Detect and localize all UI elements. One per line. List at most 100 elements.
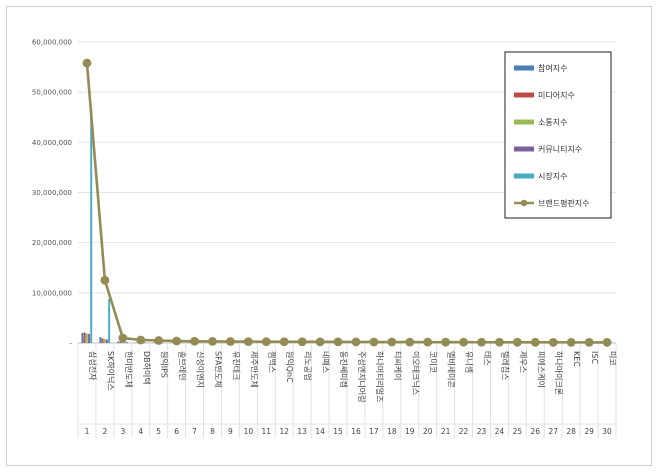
point-브랜드평판지수-유니셈 [459, 337, 468, 347]
bar-소통지수-SK하이닉스 [103, 338, 106, 343]
point-브랜드평판지수-제우스 [512, 337, 522, 347]
y-tick-label: 30,000,000 [32, 189, 72, 197]
category-label: ISC [590, 351, 599, 364]
rank-label: 8 [210, 427, 215, 436]
legend-swatch [514, 92, 534, 98]
line-series [82, 58, 612, 347]
category-label: 제우스 [518, 351, 527, 373]
point-브랜드평판지수-KEC [566, 337, 576, 347]
legend-label: 참여지수 [538, 63, 567, 73]
category-label: 하나머티리얼즈 [375, 351, 385, 403]
category-label: 이오테크닉스 [411, 351, 421, 395]
category-label: 네패스 [321, 351, 331, 373]
point-브랜드평판지수-텔레칩스 [495, 337, 504, 347]
legend-label: 미디어지수 [538, 90, 575, 100]
category-label: 원익IPS [160, 351, 170, 378]
point-브랜드평판지수-원익IPS [154, 336, 164, 345]
legend-swatch [514, 146, 534, 152]
rank-label: 21 [441, 427, 451, 436]
point-브랜드평판지수-한미반도체 [118, 333, 128, 343]
bar-참여지수-SK하이닉스 [99, 336, 102, 343]
category-label: 티씨케이 [393, 351, 403, 380]
legend-label: 소통지수 [538, 118, 567, 127]
bar-시장지수-원익IPS [162, 342, 164, 343]
y-axis-ticks: - 10,000,000 20,000,000 30,000,000 40,000,00… [32, 39, 73, 348]
point-브랜드평판지수-DB하이텍 [136, 335, 146, 345]
x-axis-labels: 삼성전자 1 SK하이닉스 2 한미반도체 3 DB하이텍 4 원익IPS 5 솔브레인 6 신성이엔지… [85, 351, 617, 436]
category-label: DB하이텍 [142, 351, 152, 385]
bar-시장지수-솔브레인 [179, 342, 182, 343]
bar-미디어지수-SK하이닉스 [101, 338, 104, 343]
category-label: 유니셈 [465, 351, 475, 373]
bar-시장지수-DB하이텍 [144, 342, 146, 343]
y-tick-label: 60,000,000 [32, 39, 72, 47]
bar-미디어지수-삼성전자 [83, 332, 86, 343]
legend-marker [520, 199, 528, 207]
point-브랜드평판지수-ISC [584, 337, 594, 347]
rank-label: 27 [548, 427, 558, 436]
rank-label: 29 [584, 427, 594, 436]
bar-시장지수-삼성전자 [90, 107, 93, 343]
legend-label: 커뮤니티지수 [538, 144, 582, 154]
point-브랜드평판지수-삼성전자 [82, 58, 92, 68]
rank-label: 5 [156, 427, 161, 436]
bar-참여지수-SFA반도체 [207, 342, 209, 343]
rank-label: 23 [477, 427, 487, 436]
legend-swatch [514, 65, 534, 71]
bar-참여지수-한미반도체 [117, 341, 120, 343]
category-label: 원익QnC [285, 351, 295, 383]
rank-label: 6 [174, 427, 179, 436]
point-브랜드평판지수-엘비세미콘 [441, 337, 451, 347]
y-tick-label: 40,000,000 [32, 139, 72, 147]
bar-미디어지수-한미반도체 [119, 341, 122, 343]
rank-label: 16 [351, 427, 361, 436]
rank-label: 15 [333, 427, 343, 436]
bar-참여지수-삼성전자 [81, 332, 84, 343]
bar-소통지수-한미반도체 [121, 341, 124, 343]
category-label: 코미코 [429, 351, 438, 373]
category-label: 솔브레인 [178, 351, 188, 380]
rank-label: 18 [387, 427, 397, 436]
category-label: 동진쎄미켐 [339, 351, 349, 388]
point-브랜드평판지수-솔브레인 [172, 336, 182, 346]
bar-참여지수-원익IPS [153, 342, 156, 343]
y-tick-label: - [69, 340, 72, 348]
point-브랜드평판지수-피에스케이 [530, 337, 540, 347]
point-브랜드평판지수-이오테크닉스 [405, 337, 415, 347]
rank-label: 11 [262, 427, 272, 436]
category-label: 엘비세미콘 [447, 351, 457, 388]
category-label: 유진테크 [231, 351, 241, 380]
bar-커뮤니티지수-한미반도체 [123, 342, 126, 343]
rank-label: 12 [279, 427, 289, 436]
bar-참여지수-신성이엔지 [189, 342, 191, 343]
bar-커뮤니티지수-삼성전자 [88, 333, 90, 343]
point-브랜드평판지수-테스 [477, 337, 486, 347]
category-label: 신성이엔지 [196, 351, 206, 388]
legend-label: 시장지수 [538, 171, 567, 181]
category-label: 텔레칩스 [500, 351, 509, 380]
bar-참여지수-DB하이텍 [135, 342, 138, 343]
rank-label: 7 [192, 427, 197, 436]
bar-커뮤니티지수-SK하이닉스 [106, 339, 108, 343]
rank-label: 10 [244, 427, 254, 436]
rank-label: 3 [120, 427, 125, 436]
rank-label: 19 [405, 427, 415, 436]
point-브랜드평판지수-SFA반도체 [208, 336, 217, 346]
rank-label: 26 [531, 427, 541, 436]
point-브랜드평판지수-미코 [602, 338, 612, 347]
category-label: 테스 [483, 351, 492, 366]
category-label: 미코 [608, 351, 617, 366]
rank-label: 24 [495, 427, 505, 436]
point-브랜드평판지수-티씨케이 [387, 337, 397, 347]
bar-소통지수-삼성전자 [85, 333, 88, 343]
legend-swatch [514, 173, 534, 179]
rank-label: 25 [513, 427, 523, 436]
rank-label: 4 [138, 427, 143, 436]
bar-시장지수-신성이엔지 [197, 342, 200, 343]
category-label: 삼성전자 [88, 351, 98, 381]
point-브랜드평판지수-네패스 [315, 337, 325, 347]
y-tick-label: 10,000,000 [32, 289, 72, 297]
category-label: 제주반도체 [249, 351, 259, 388]
